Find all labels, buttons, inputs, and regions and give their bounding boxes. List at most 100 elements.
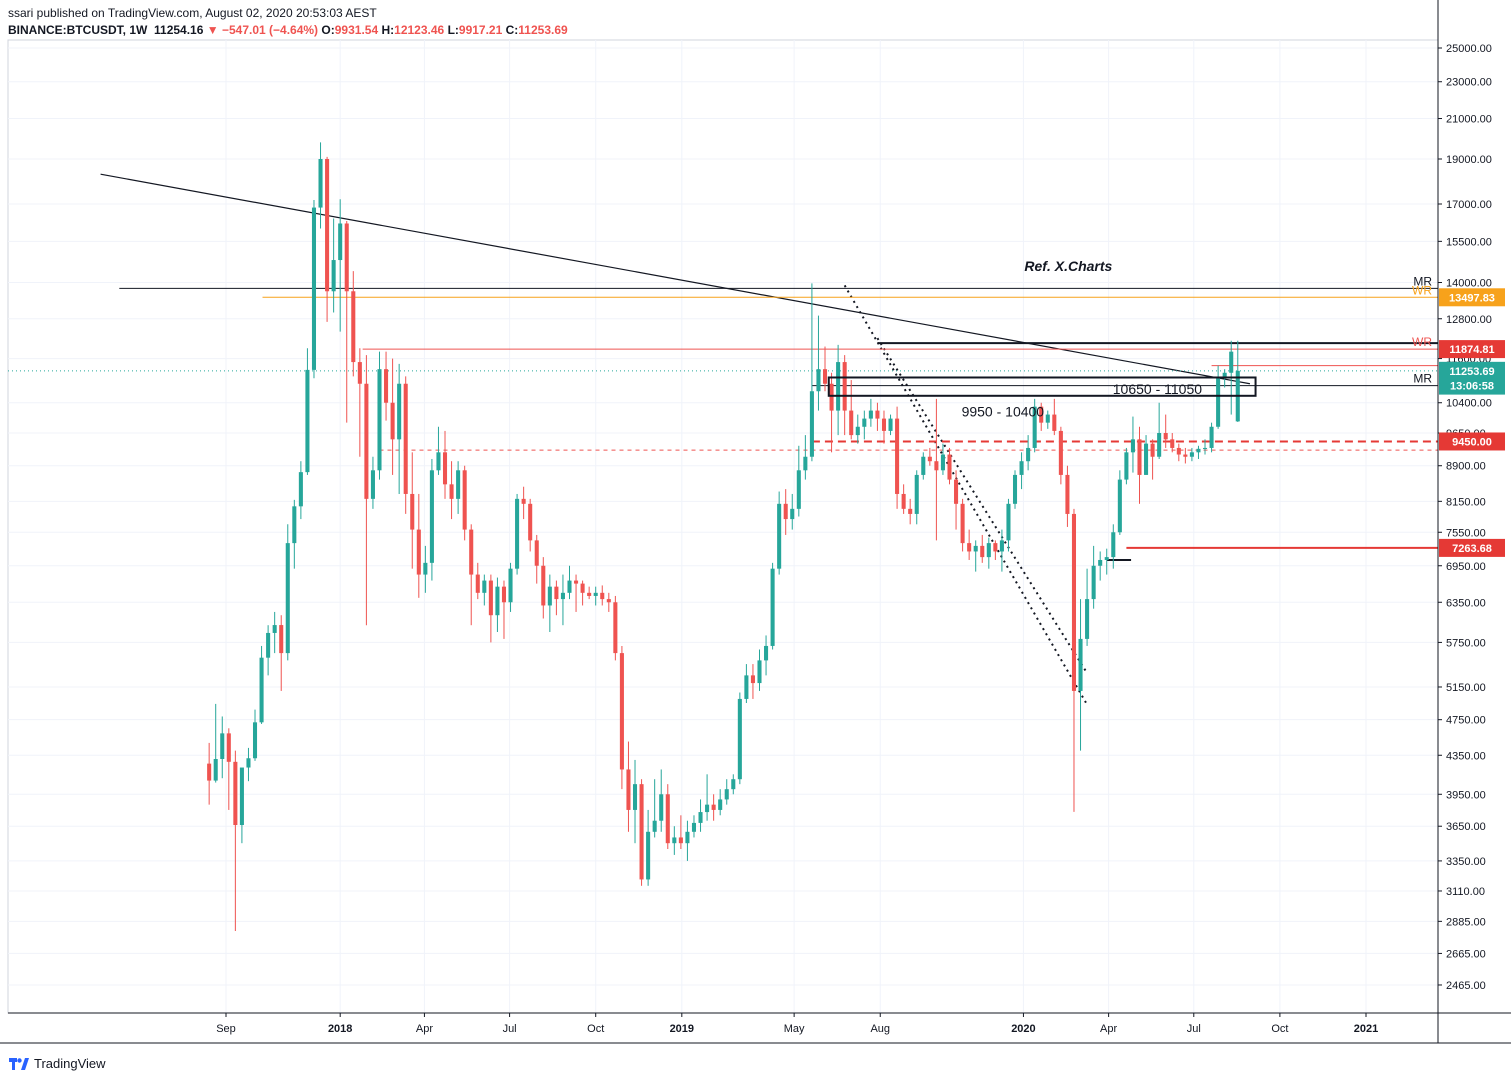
candle-body (980, 545, 985, 558)
candle-body (213, 758, 218, 781)
candle-body (1026, 447, 1031, 462)
candle-body (397, 383, 402, 440)
candle-body (639, 784, 644, 880)
grid (7, 39, 1439, 1014)
candle-body (1196, 448, 1201, 453)
candle-body (1137, 439, 1142, 475)
drawing-overlays[interactable] (8, 173, 1438, 704)
dotted-channel-line[interactable] (876, 337, 1087, 673)
candle-body (698, 812, 703, 823)
candle-body (685, 831, 690, 844)
high-label: H: (381, 23, 395, 37)
candle-body (790, 508, 795, 520)
price-tag (1439, 538, 1505, 557)
candle-body (613, 602, 618, 654)
candle-body (724, 789, 729, 800)
candle-body (1078, 638, 1083, 691)
candle-body (940, 454, 945, 471)
candle-body (927, 456, 932, 462)
candle-body (731, 779, 736, 790)
y-tick-label: 8900.00 (1446, 461, 1486, 473)
candle-body (1058, 430, 1063, 475)
candle-body (842, 362, 847, 411)
y-tick-label: 5150.00 (1446, 682, 1486, 694)
candle-body (442, 452, 448, 485)
candle-body (849, 410, 854, 436)
y-tick-label: 23000.00 (1446, 77, 1492, 89)
candle-body (705, 804, 710, 813)
high-value: 12123.46 (394, 23, 445, 37)
candle-body (1202, 447, 1208, 449)
close-label: C: (505, 23, 519, 37)
text-annotation[interactable]: 9950 - 10400 (962, 404, 1045, 420)
price-tag-label: 13497.83 (1449, 292, 1495, 304)
dotted-channel-line[interactable] (843, 284, 1088, 704)
candle-body (868, 410, 873, 419)
candle-body (606, 599, 611, 603)
y-tick-label: 19000.00 (1446, 154, 1492, 166)
candle-body (960, 503, 965, 544)
candle-body (947, 454, 952, 480)
axes[interactable]: 25000.00 23000.00 21000.00 19000.00 17000.00… (0, 0, 1511, 1044)
candle-body (226, 733, 231, 762)
symbol-ohlc-line: BINANCE:BTCUSDT, 1W 11254.16 ▼ −547.01 (… (8, 23, 568, 37)
price-tag (1439, 288, 1505, 307)
candle-body (331, 260, 336, 292)
candle-body (1091, 565, 1096, 600)
candle-body (436, 452, 441, 471)
candle-body (862, 418, 867, 427)
x-tick-label: Oct (587, 1023, 604, 1035)
candle-body (482, 580, 487, 593)
y-tick-label: 3350.00 (1446, 856, 1486, 868)
ray-label: MR (1413, 372, 1432, 386)
candle-body (449, 484, 454, 499)
candle-body (659, 794, 664, 821)
candle-body (528, 503, 533, 541)
candle-body (475, 574, 480, 593)
candle-body (384, 369, 389, 403)
candle-body (515, 498, 520, 569)
candle-body (809, 391, 814, 457)
y-tick-label: 5750.00 (1446, 637, 1486, 649)
range-boxes[interactable]: 10650 - 11050 (827, 376, 1257, 397)
y-tick-label: 21000.00 (1446, 114, 1492, 126)
candle-body (521, 498, 526, 504)
candle-body (1157, 433, 1162, 457)
x-tick-label: May (784, 1023, 805, 1035)
candle-body (855, 426, 860, 436)
candle-body (1130, 439, 1135, 453)
x-tick-label: Oct (1271, 1023, 1288, 1035)
candle-body (1209, 426, 1214, 448)
candle-body (318, 159, 323, 208)
candle-body (429, 470, 434, 563)
candle-body (560, 592, 565, 600)
candle-body (1032, 406, 1037, 448)
symbol-name[interactable]: BINANCE:BTCUSDT, 1W (8, 23, 148, 37)
footer[interactable]: TradingView (8, 1055, 106, 1071)
candle-body (233, 761, 238, 826)
candle-body (737, 698, 742, 780)
candle-body (1170, 439, 1175, 448)
candle-body (1117, 479, 1122, 533)
candle-body (934, 461, 939, 471)
low-value: 9917.21 (458, 23, 503, 37)
candle-body (1012, 474, 1018, 504)
text-annotation[interactable]: Ref. X.Charts (1024, 258, 1112, 274)
trendline[interactable] (100, 173, 1251, 385)
candle-body (488, 580, 493, 616)
candle-body (207, 763, 212, 781)
candle-body (1111, 532, 1116, 558)
candle-body (783, 503, 788, 520)
y-tick-label: 10400.00 (1446, 398, 1492, 410)
candle-body (908, 508, 913, 514)
range-box[interactable] (827, 376, 1257, 397)
candle-body (567, 580, 572, 593)
price-tag (1439, 340, 1505, 359)
candle-body (711, 804, 716, 810)
x-tick-label: Aug (870, 1023, 890, 1035)
candle-body (357, 362, 362, 384)
y-tick-label: 3650.00 (1446, 821, 1486, 833)
price-tag-label: 13:06:58 (1450, 381, 1494, 393)
